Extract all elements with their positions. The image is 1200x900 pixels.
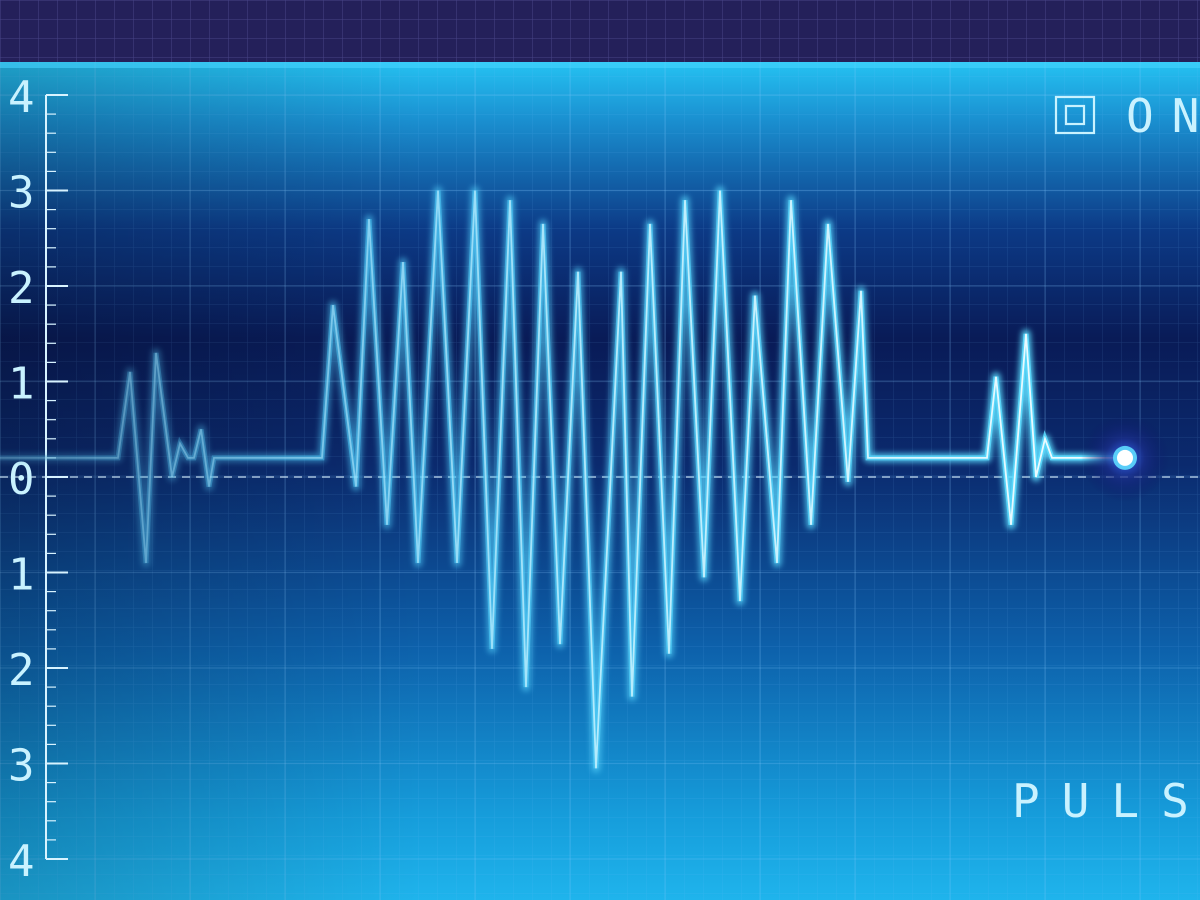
y-tick-label: 2 bbox=[8, 645, 35, 696]
y-tick-label: 2 bbox=[8, 263, 35, 314]
mode-label: PULSE bbox=[1012, 774, 1200, 828]
y-tick-label: 1 bbox=[8, 359, 35, 410]
y-tick-label: 3 bbox=[8, 168, 35, 219]
y-tick-label: 4 bbox=[8, 836, 35, 887]
y-tick-label: 3 bbox=[8, 741, 35, 792]
power-square-icon bbox=[1054, 95, 1096, 135]
y-tick-label: 4 bbox=[8, 72, 35, 123]
trace-end-dot bbox=[1081, 413, 1169, 502]
y-tick-label: 1 bbox=[8, 550, 35, 601]
status-indicator: ON bbox=[1054, 89, 1200, 143]
pulse-waveform bbox=[0, 186, 1130, 773]
status-label: ON bbox=[1126, 89, 1200, 143]
y-axis: 4 3 2 1 0 1 2 3 4 bbox=[8, 72, 68, 887]
y-tick-label: 0 bbox=[8, 454, 35, 505]
